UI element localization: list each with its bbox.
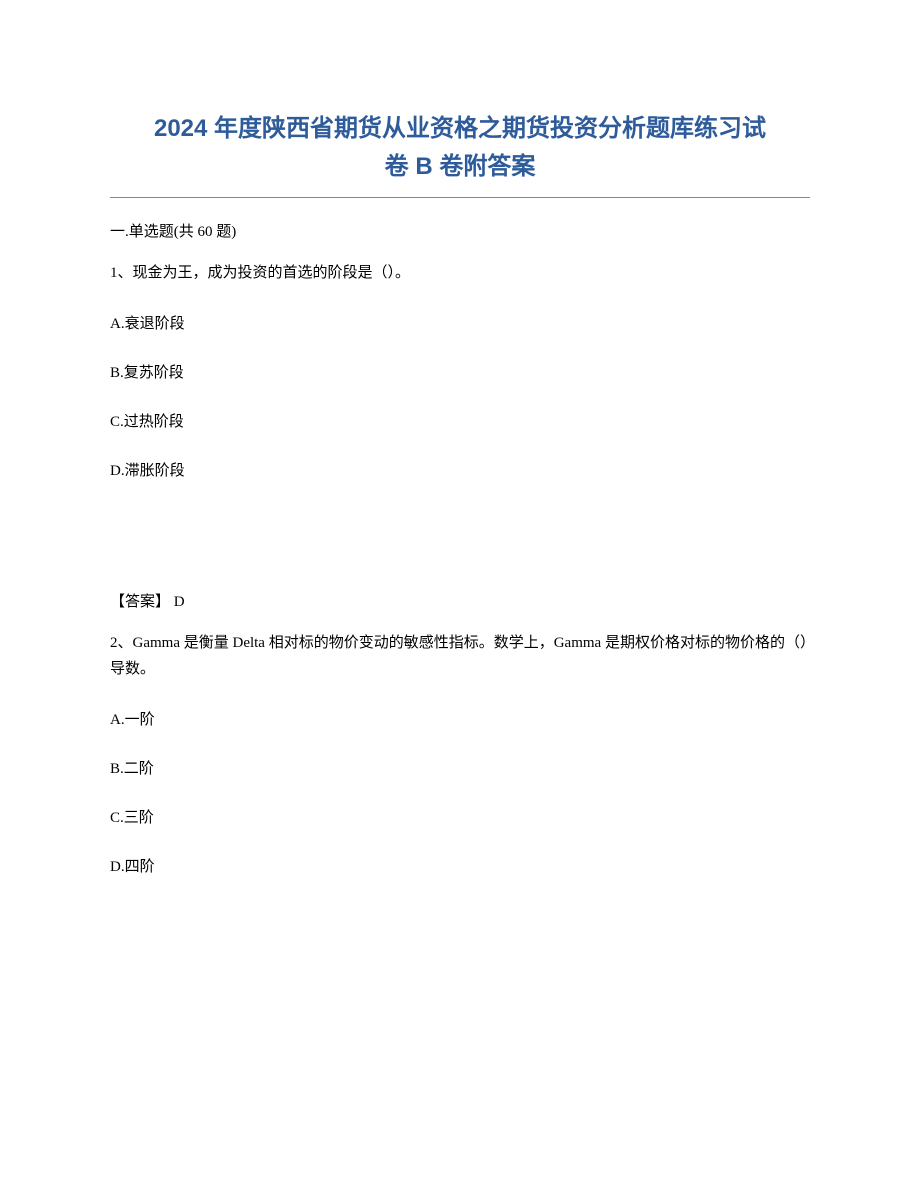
q1-option-a: A.衰退阶段 — [110, 312, 810, 333]
q2-option-b: B.二阶 — [110, 757, 810, 778]
title-line-2: 卷 B 卷附答案 — [385, 153, 536, 180]
title-line-1: 2024 年度陕西省期货从业资格之期货投资分析题库练习试 — [154, 115, 766, 142]
q2-option-a: A.一阶 — [110, 708, 810, 729]
q1-option-d: D.滞胀阶段 — [110, 459, 810, 480]
q2-option-d: D.四阶 — [110, 855, 810, 876]
question-2-text: 2、Gamma 是衡量 Delta 相对标的物价变动的敏感性指标。数学上，Gam… — [110, 631, 810, 682]
q1-answer: 【答案】 D — [110, 590, 810, 611]
question-1-text: 1、现金为王，成为投资的首选的阶段是（）。 — [110, 261, 810, 287]
q1-option-c: C.过热阶段 — [110, 410, 810, 431]
q2-option-c: C.三阶 — [110, 806, 810, 827]
document-title: 2024 年度陕西省期货从业资格之期货投资分析题库练习试 卷 B 卷附答案 — [110, 110, 810, 187]
title-divider — [110, 197, 810, 198]
section-header: 一.单选题(共 60 题) — [110, 220, 810, 241]
q1-option-b: B.复苏阶段 — [110, 361, 810, 382]
